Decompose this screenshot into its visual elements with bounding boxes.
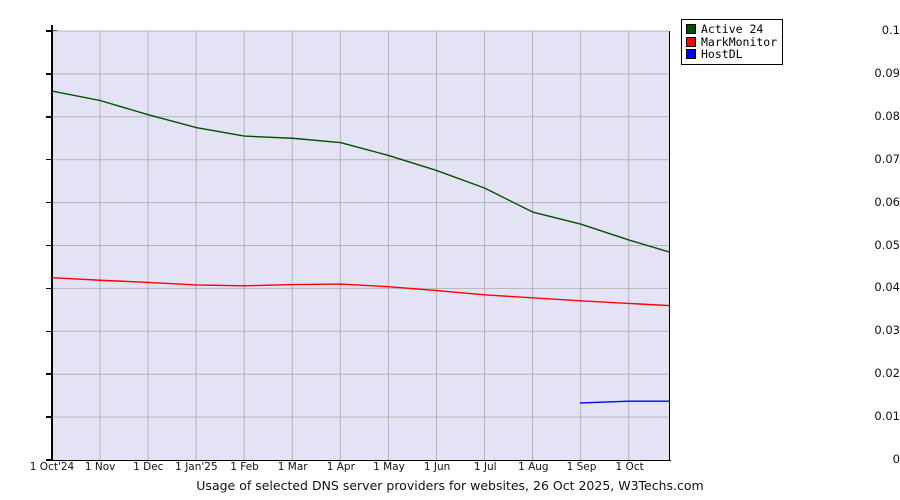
y-axis-line [51,25,53,461]
legend-label: MarkMonitor [701,34,778,49]
legend-label: HostDL [701,47,743,61]
y-tick-label: 0.04 [874,280,900,295]
y-tick-label: 0.01 [874,409,900,424]
x-tick-label: 1 Jan'25 [175,461,218,473]
legend-item[interactable]: Active 24 [686,23,777,36]
legend-label: Active 24 [701,22,764,36]
x-tick-label: 1 Jul [473,461,497,473]
x-tick-label: 1 Dec [133,461,164,473]
y-tick-label: 0.02 [874,366,900,381]
x-tick-label: 1 Oct [615,461,644,473]
y-tick-label: 0.08 [874,108,900,123]
x-tick-label: 1 Aug [518,461,549,473]
y-tick-label: 0 [892,452,900,466]
chart-caption: Usage of selected DNS server providers f… [196,478,704,493]
y-tick-label: 0.09 [874,65,900,80]
x-tick-label: 1 Nov [84,461,116,473]
plot-area [51,30,670,460]
y-tick-label: 0.06 [874,194,900,209]
x-axis-line [46,459,671,461]
legend-swatch-icon [686,49,696,60]
x-tick-label: 1 Oct'24 [29,461,75,473]
x-tick-label: 1 Feb [230,461,259,473]
x-tick-label: 1 Apr [326,461,355,473]
x-tick-label: 1 Sep [566,461,597,473]
series-lines [51,90,670,404]
x-tick-label: 1 May [373,461,405,473]
legend-item[interactable]: HostDL [686,48,777,61]
legend-item[interactable]: MarkMonitor [686,34,778,49]
legend-swatch-icon [686,36,696,47]
y-tick-label: 0.05 [874,237,900,252]
grid-lines [52,30,669,460]
x-tick-label: 1 Mar [277,461,308,473]
chart-legend: Active 24 MarkMonitor HostDL [681,19,784,65]
y-tick-label: 0.03 [874,323,900,338]
legend-swatch-icon [686,24,696,35]
x-tick-label: 1 Jun [423,461,451,473]
y-tick-label: 0.07 [874,151,900,166]
y-tick-label: 0.1 [881,23,900,37]
